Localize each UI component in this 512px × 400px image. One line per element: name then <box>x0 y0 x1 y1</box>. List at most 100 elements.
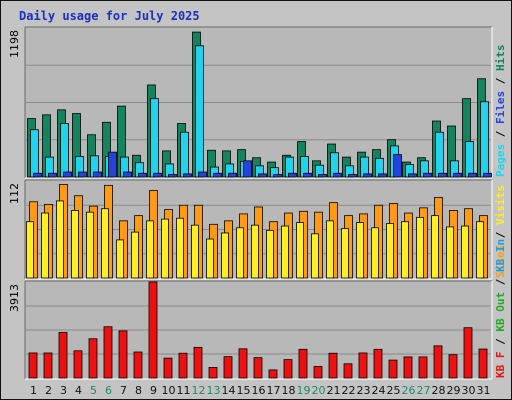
files-bar <box>30 129 39 178</box>
kb-f-bar <box>223 356 233 379</box>
visits-bar <box>401 221 409 279</box>
pages-bar <box>228 172 237 178</box>
x-tick-label: 28 <box>432 384 446 397</box>
kb-f-bar <box>178 352 188 379</box>
kb-f-bar <box>448 354 458 379</box>
pages-bar <box>303 172 312 178</box>
kb-f-bar <box>43 352 53 379</box>
visits-bar <box>71 210 79 279</box>
x-tick-label: 7 <box>120 384 127 397</box>
kb-f-bar <box>73 350 83 379</box>
kb-f-bar <box>373 348 383 379</box>
x-tick-label: 18 <box>282 384 296 397</box>
kb-f-bar <box>388 359 398 379</box>
visits-bar <box>431 215 439 279</box>
pages-bar <box>63 171 72 178</box>
visits-bar <box>206 238 214 279</box>
x-tick-label: 15 <box>237 384 251 397</box>
x-tick-label: 12 <box>192 384 206 397</box>
x-tick-label: 29 <box>447 384 461 397</box>
pages-bar <box>168 174 177 178</box>
visits-bar <box>161 218 169 279</box>
panel-2-legend: Sites / Visits <box>494 185 507 278</box>
visits-bar <box>416 216 424 279</box>
panel-3-max-label: 3913 <box>8 284 21 312</box>
x-tick-label: 27 <box>417 384 431 397</box>
pages-bar <box>438 172 447 178</box>
x-tick-label: 22 <box>342 384 356 397</box>
pages-bar <box>48 172 57 178</box>
pages-bar <box>198 171 207 178</box>
x-tick-label: 30 <box>462 384 476 397</box>
kb-f-bar <box>103 326 113 379</box>
kb-f-bar <box>478 348 488 379</box>
visits-bar <box>176 217 184 279</box>
visits-bar <box>461 225 469 279</box>
legend-kb-out: KB Out <box>494 292 507 332</box>
x-tick-label: 13 <box>207 384 221 397</box>
x-tick-label: 25 <box>387 384 401 397</box>
pages-bar <box>378 173 387 178</box>
pages-bar <box>423 172 432 178</box>
pages-bar <box>243 160 252 178</box>
legend-files: Files <box>494 91 507 124</box>
x-tick-label: 23 <box>357 384 371 397</box>
legend-kb-in: KB In <box>494 239 507 272</box>
x-tick-label: 8 <box>135 384 142 397</box>
visits-bar <box>386 223 394 279</box>
pages-bar <box>453 172 462 178</box>
x-tick-label: 3 <box>60 384 67 397</box>
pages-bar <box>408 173 417 178</box>
visits-bar <box>221 232 229 279</box>
pages-bar <box>138 172 147 178</box>
panel-2-max-label: 112 <box>8 183 21 204</box>
visits-bar <box>191 224 199 279</box>
pages-bar <box>153 172 162 178</box>
legend-hits: Hits <box>494 45 507 72</box>
x-tick-label: 17 <box>267 384 281 397</box>
kb-f-bar <box>58 331 68 379</box>
kb-f-bar <box>298 348 308 379</box>
visits-bar <box>86 211 94 279</box>
kb-f-bar <box>238 348 248 379</box>
visits-bar <box>116 239 124 279</box>
files-bar <box>180 131 189 178</box>
x-tick-label: 2 <box>45 384 52 397</box>
x-tick-label: 14 <box>222 384 236 397</box>
panel-1-max-label: 1198 <box>8 30 21 58</box>
visits-bar <box>56 200 64 279</box>
pages-bar <box>393 154 402 178</box>
files-bar <box>480 101 489 178</box>
pages-bar <box>78 171 87 178</box>
pages-bar <box>288 172 297 178</box>
visits-bar <box>146 220 154 279</box>
visits-bar <box>356 222 364 279</box>
kb-f-bar <box>463 327 473 379</box>
legend-separator: / <box>494 272 507 292</box>
pages-bar <box>33 172 42 178</box>
kb-f-bar <box>208 367 218 379</box>
visits-bar <box>341 228 349 279</box>
x-tick-label: 16 <box>252 384 266 397</box>
visits-bar <box>446 226 454 279</box>
pages-bar <box>258 173 267 178</box>
kb-f-bar <box>88 338 98 379</box>
legend-pages: Pages <box>494 144 507 177</box>
x-tick-label: 21 <box>327 384 341 397</box>
pages-bar <box>333 172 342 178</box>
panel-1-legend: Pages / Files / Hits <box>494 45 507 178</box>
kb-f-bar <box>268 369 278 379</box>
visits-bar <box>101 208 109 279</box>
visits-bar <box>251 224 259 279</box>
chart-title: Daily usage for July 2025 <box>19 9 200 23</box>
pages-bar <box>183 173 192 178</box>
panel-3-legend: KB F / KB Out / KB In <box>494 239 507 378</box>
kb-f-bar <box>28 352 38 379</box>
files-bar <box>435 131 444 178</box>
legend-separator: / <box>494 71 507 91</box>
x-tick-label: 6 <box>105 384 112 397</box>
visits-bar <box>281 225 289 279</box>
kb-f-bar <box>193 346 203 379</box>
visits-bar <box>266 229 274 279</box>
